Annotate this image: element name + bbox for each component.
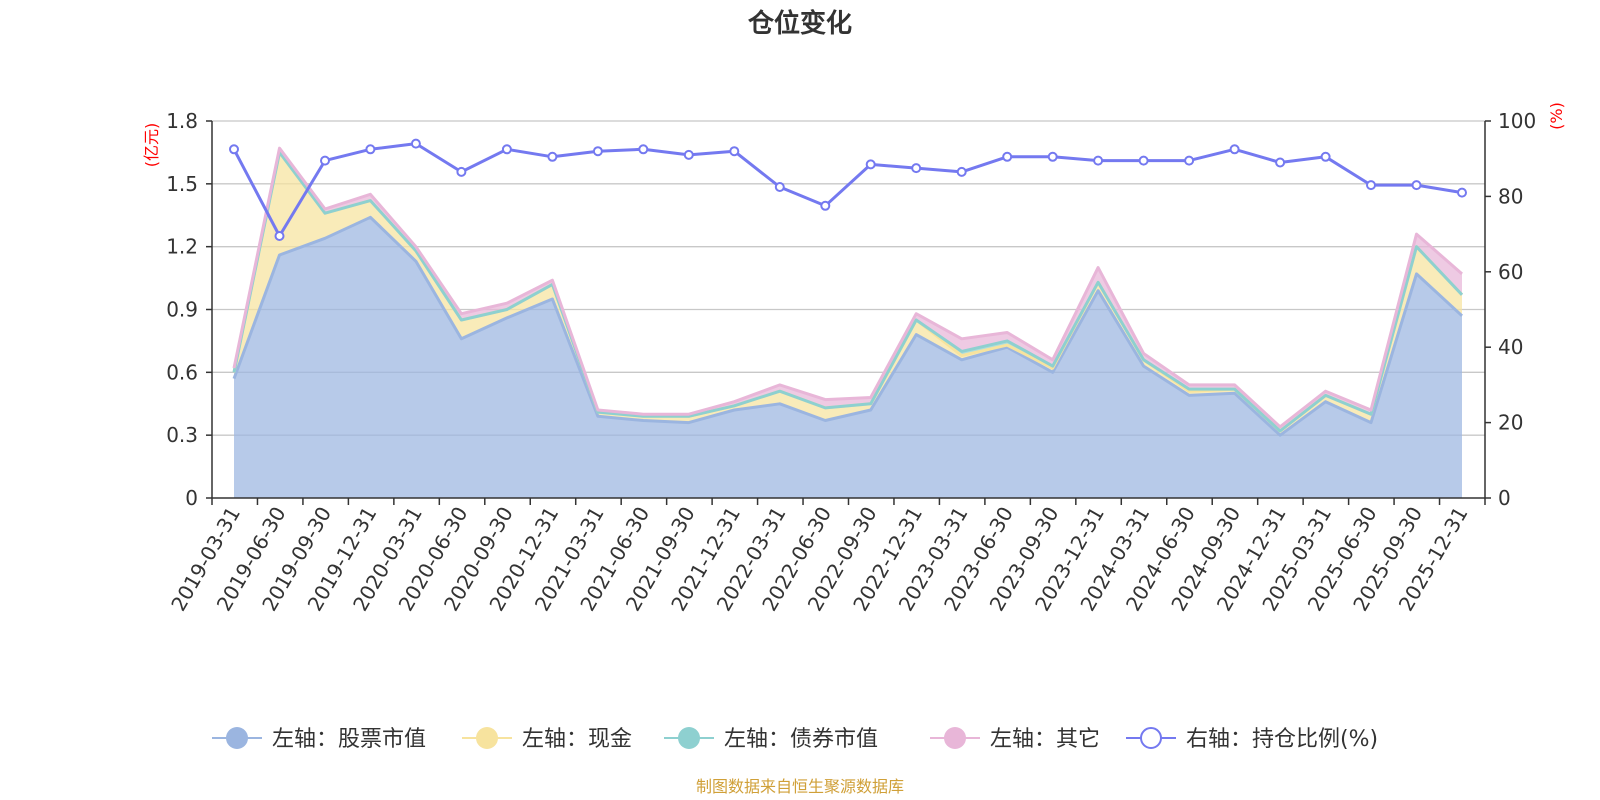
right-axis-tick-label: 0 (1498, 486, 1511, 510)
left-axis-unit: (亿元) (142, 123, 161, 168)
holding-ratio-point (1411, 180, 1422, 191)
holding-ratio-point (1093, 155, 1104, 166)
area-edge-左轴：其它 (232, 146, 1463, 429)
right-axis-tick-label: 100 (1498, 109, 1536, 133)
holding-ratio-point (729, 146, 740, 157)
data-source-note: 制图数据来自恒生聚源数据库 (696, 777, 904, 796)
right-axis-tick-label: 20 (1498, 411, 1523, 435)
stacked-areas (232, 146, 1464, 499)
holding-ratio-point (774, 182, 785, 192)
holding-ratio-point (1184, 155, 1195, 166)
legend-label: 左轴：其它 (990, 727, 1100, 752)
holding-ratio-point (1366, 180, 1376, 191)
holding-ratio-point (592, 146, 603, 157)
legend: 左轴：股票市值 左轴：现金 左轴：债券市值 左轴：其它 右轴：持仓比例(%) (212, 727, 1378, 752)
holding-ratio-point (1275, 157, 1286, 168)
legend-marker (226, 727, 248, 749)
area-左轴：股票市值 (234, 217, 1462, 499)
chart-title: 仓位变化 (747, 8, 852, 39)
holding-ratio-point (820, 200, 831, 211)
holding-ratio-point (1138, 155, 1149, 166)
holding-ratio-point (410, 138, 421, 149)
holding-ratio-point (956, 166, 967, 177)
legend-marker (678, 727, 700, 749)
holding-ratio-point (547, 151, 558, 162)
right-axis-tick-label: 60 (1498, 260, 1523, 284)
legend-marker (1140, 727, 1162, 749)
holding-ratio-point (365, 144, 376, 155)
legend-label: 左轴：现金 (522, 727, 632, 752)
right-axis-tick-label: 40 (1498, 335, 1523, 359)
legend-marker (944, 727, 966, 749)
left-axis-tick-label: 1.8 (166, 109, 198, 133)
holding-ratio-point (1002, 151, 1013, 162)
holding-ratio-point (501, 144, 512, 155)
legend-label: 左轴：股票市值 (272, 727, 426, 752)
holding-ratio-path (232, 142, 1463, 238)
left-axis-tick-label: 0.9 (166, 298, 198, 322)
holding-ratio-point (683, 149, 694, 160)
holding-ratio-point (865, 159, 876, 170)
holding-ratio-point (229, 144, 239, 155)
holding-ratio-point (274, 231, 285, 241)
area-edge-左轴：股票市值 (232, 215, 1464, 437)
legend-label: 左轴：债券市值 (724, 727, 878, 752)
holding-ratio-point (456, 166, 467, 177)
left-axis-tick-label: 0 (185, 486, 198, 510)
holding-ratio-point (320, 155, 330, 166)
holding-ratio-line (229, 138, 1467, 241)
area-edge-左轴：债券市值 (232, 150, 1464, 433)
left-axis-tick-label: 0.3 (166, 423, 198, 447)
legend-marker (476, 727, 498, 749)
holding-ratio-point (911, 163, 922, 174)
right-axis-unit: (%) (1547, 102, 1566, 130)
holding-ratio-point (1229, 144, 1240, 155)
holding-ratio-point (1457, 187, 1467, 198)
left-axis-tick-label: 1.2 (166, 235, 198, 259)
left-axis-tick-label: 1.5 (166, 172, 198, 196)
right-axis-tick-label: 80 (1498, 184, 1523, 208)
holding-ratio-point (1047, 151, 1058, 162)
legend-label: 右轴：持仓比例(%) (1186, 727, 1378, 752)
holding-ratio-point (638, 144, 649, 155)
left-axis-tick-label: 0.6 (166, 360, 198, 384)
holding-ratio-point (1320, 151, 1331, 162)
